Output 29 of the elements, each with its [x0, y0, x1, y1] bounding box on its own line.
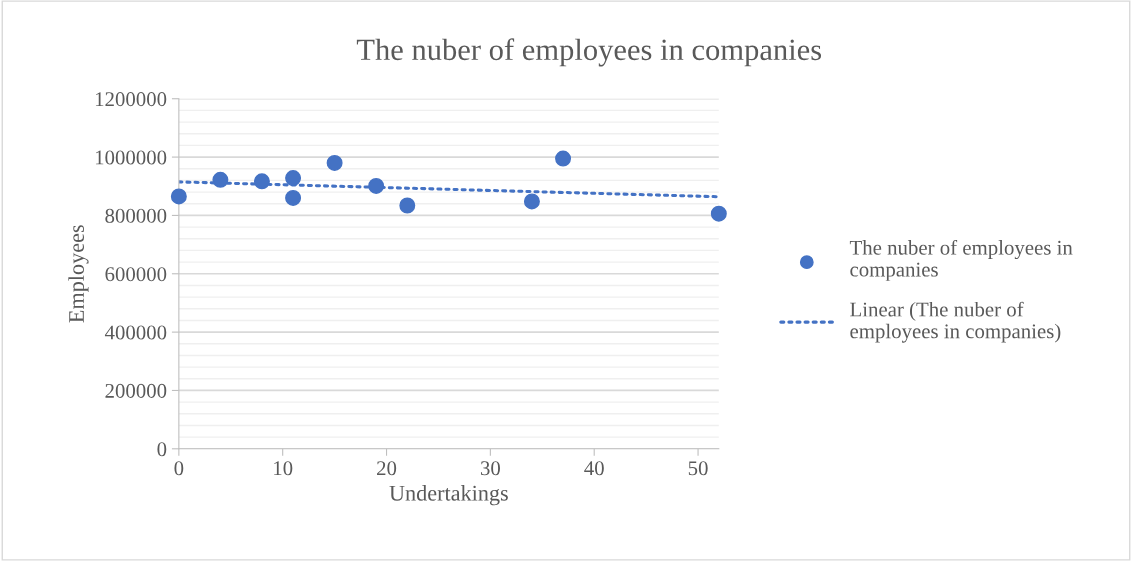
x-tick-label: 20 — [377, 461, 397, 476]
x-tick-label: 10 — [274, 461, 293, 476]
y-tick-label: 0 — [157, 442, 167, 457]
x-tick-label: 30 — [480, 461, 500, 476]
legend-label: The nuber of employees in companies — [849, 239, 1073, 281]
point — [253, 173, 270, 190]
y-tick-label: 1000000 — [95, 150, 167, 165]
y-tick-label: 600000 — [105, 267, 167, 282]
chart-title: The nuber of employees in companies — [356, 38, 822, 67]
x-axis-title: Undertakings — [389, 485, 508, 506]
y-axis-title: Employees — [68, 225, 89, 323]
point — [285, 170, 302, 187]
y-tick-label: 1200000 — [95, 92, 167, 107]
point — [326, 154, 343, 171]
y-tick-label: 400000 — [104, 325, 167, 340]
point — [170, 188, 187, 205]
y-tick-label: 200000 — [105, 383, 167, 398]
x-tick-label: 0 — [174, 461, 184, 476]
point — [710, 205, 727, 222]
x-tick-label: 40 — [584, 461, 604, 476]
point — [399, 197, 416, 214]
point — [368, 177, 385, 194]
x-tick-label: 50 — [688, 461, 708, 476]
point — [285, 189, 302, 206]
point — [523, 193, 540, 210]
point — [212, 171, 229, 188]
legend-label: Linear (The nuber of employees in companies) — [850, 301, 1061, 343]
point — [555, 150, 572, 167]
y-tick-label: 800000 — [105, 208, 167, 223]
